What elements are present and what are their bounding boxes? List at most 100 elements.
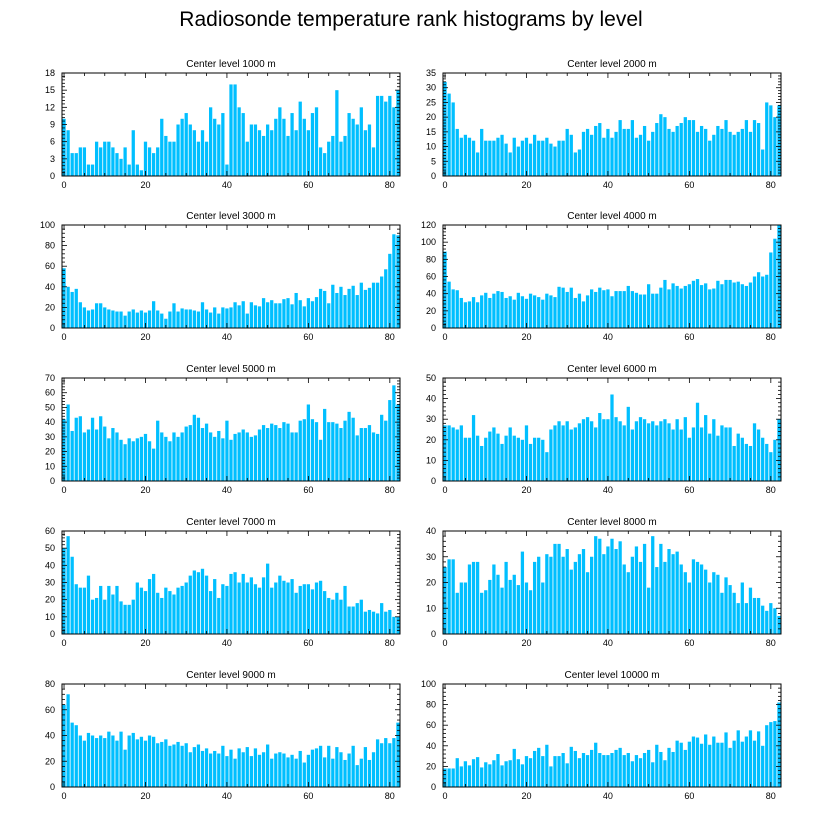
bar (107, 142, 110, 176)
bar (238, 305, 241, 328)
bar (266, 428, 269, 481)
bar (221, 584, 224, 634)
bar (728, 427, 731, 481)
bar (274, 754, 277, 787)
bar (213, 437, 216, 481)
bar (545, 138, 548, 176)
bar (299, 586, 302, 634)
y-tick-label: 30 (45, 432, 55, 442)
bar (619, 541, 622, 634)
bar (111, 736, 114, 788)
bar (233, 434, 236, 481)
bar (610, 296, 613, 328)
bar (119, 159, 122, 176)
bar (103, 600, 106, 634)
bar (380, 743, 383, 787)
bar (557, 544, 560, 634)
y-tick-label: 10 (45, 612, 55, 622)
bar (290, 432, 293, 481)
x-tick-label: 40 (603, 180, 613, 190)
bar (262, 136, 265, 176)
x-tick-label: 20 (140, 332, 150, 342)
bar (168, 746, 171, 787)
bar (242, 752, 245, 787)
bar (185, 743, 188, 787)
bar (602, 138, 605, 176)
x-tick-label: 60 (684, 485, 694, 495)
bar (757, 272, 760, 328)
bar (331, 600, 334, 634)
bar (250, 577, 253, 634)
bar (590, 421, 593, 481)
bar (356, 603, 359, 634)
x-tick-label: 80 (385, 332, 395, 342)
bar (238, 748, 241, 787)
bar (553, 147, 556, 176)
bar (115, 153, 118, 176)
bar (270, 300, 273, 328)
bar (570, 288, 573, 328)
bar (189, 752, 192, 787)
bar (684, 417, 687, 481)
bar (79, 416, 82, 481)
bar (525, 138, 528, 176)
bar (627, 572, 630, 634)
bar (119, 732, 122, 787)
bar (266, 125, 269, 177)
bar (62, 548, 65, 634)
bar (396, 90, 399, 176)
bar (586, 572, 589, 634)
bar (509, 427, 512, 481)
bar (529, 294, 532, 328)
y-tick-label: 40 (45, 282, 55, 292)
bar (217, 125, 220, 177)
bar (753, 598, 756, 634)
x-tick-label: 80 (385, 638, 395, 648)
bar (761, 150, 764, 176)
bar (447, 768, 450, 787)
y-tick-label: 0 (50, 323, 55, 333)
bar (123, 750, 126, 787)
bar (614, 417, 617, 481)
bar (347, 607, 350, 634)
y-tick-label: 100 (421, 679, 436, 689)
bar (627, 129, 630, 176)
x-tick-label: 0 (62, 638, 67, 648)
bar (720, 284, 723, 328)
bar (517, 759, 520, 787)
bar (488, 298, 491, 328)
bar (659, 288, 662, 328)
bar (574, 298, 577, 328)
bar (504, 562, 507, 634)
bar (307, 584, 310, 634)
bar (164, 588, 167, 634)
bar (460, 583, 463, 635)
bar (749, 283, 752, 328)
bar (720, 129, 723, 176)
bar (286, 136, 289, 176)
bar (765, 444, 768, 481)
panel-1: Center level 1000 m0 20 40 60 800369121518 (45, 59, 400, 190)
y-tick-label: 10 (426, 455, 436, 465)
bar (586, 755, 589, 787)
bar (578, 423, 581, 481)
bar (242, 301, 245, 328)
bar (229, 574, 232, 634)
bar (144, 142, 147, 176)
bar (460, 298, 463, 328)
bar (659, 752, 662, 787)
bar (728, 748, 731, 787)
bar (384, 612, 387, 634)
bar (521, 296, 524, 328)
bar (368, 288, 371, 328)
bar (372, 283, 375, 328)
bar (513, 436, 516, 481)
bar (745, 603, 748, 634)
bar (492, 760, 495, 787)
bar (529, 444, 532, 481)
bar (667, 423, 670, 481)
bar (562, 141, 565, 176)
bar (676, 552, 679, 634)
bar (352, 607, 355, 634)
bar (107, 309, 110, 328)
